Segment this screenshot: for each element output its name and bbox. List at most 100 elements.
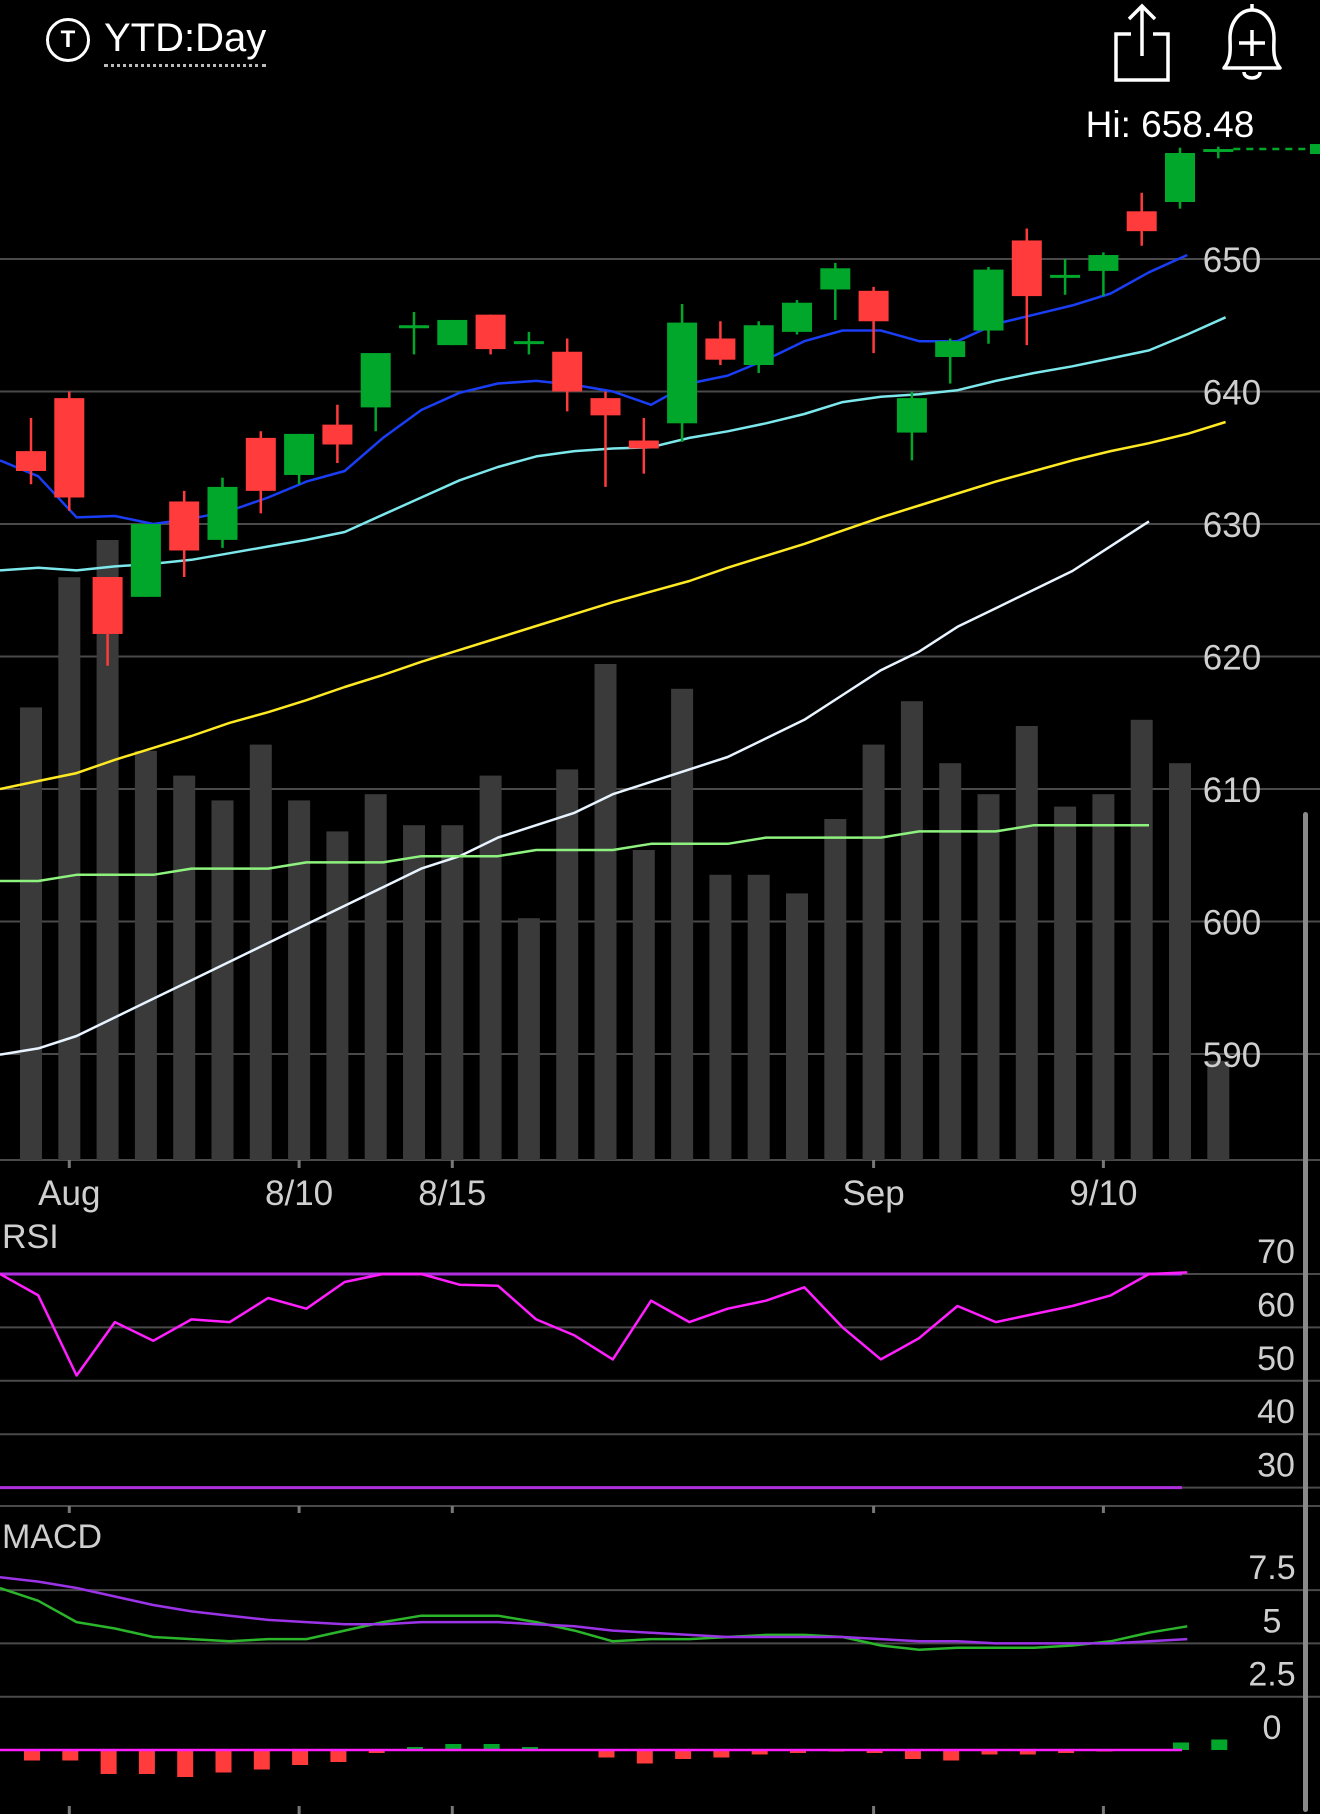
macd-histogram-bar: [138, 1750, 155, 1774]
share-icon[interactable]: [1112, 2, 1172, 82]
macd-tick-label: 5: [1263, 1602, 1282, 1640]
macd-histogram-bar: [598, 1750, 615, 1758]
macd-histogram-bar: [330, 1750, 347, 1762]
candle: [1050, 259, 1081, 295]
date-axis: Aug 8/10 8/15 Sep 9/10: [38, 1160, 1137, 1213]
date-label: Aug: [38, 1174, 100, 1213]
rsi-line: [0, 1271, 1188, 1377]
date-label: 8/10: [265, 1174, 333, 1213]
candle: [16, 418, 46, 485]
candle: [973, 266, 1004, 344]
volume-bar: [173, 775, 196, 1160]
volume-bar: [517, 918, 540, 1160]
volume-bar: [709, 874, 732, 1160]
date-label: 8/15: [418, 1174, 486, 1213]
volume-bar: [900, 701, 923, 1160]
axis-labels: 650 640 630 620 610 600 590 70 60 50 40 30 7.5 5 2.5 0: [1203, 241, 1296, 1747]
candle: [1011, 228, 1042, 346]
macd-panel: MACD: [0, 1518, 1320, 1814]
macd-histogram-bar: [1173, 1742, 1189, 1750]
volume-bar: [1169, 763, 1191, 1160]
volume-bar: [249, 744, 272, 1160]
price-tick-label: 650: [1203, 241, 1261, 280]
rsi-tick-label: 60: [1257, 1286, 1295, 1324]
candle: [1203, 146, 1234, 159]
candle: [896, 391, 927, 461]
candle: [628, 418, 659, 474]
macd-tick-label: 2.5: [1248, 1656, 1295, 1694]
macd-histogram-bar: [24, 1750, 40, 1761]
candle: [437, 319, 468, 346]
candle: [245, 431, 276, 514]
last-price-marker: [1310, 144, 1320, 155]
price-tick-label: 590: [1203, 1036, 1261, 1075]
chart-header: T YTD:Day Hi: 658.48: [0, 0, 1320, 145]
price-tick-label: 600: [1203, 904, 1261, 943]
rsi-tick-label: 40: [1257, 1393, 1295, 1431]
macd-histogram-bar: [636, 1750, 653, 1764]
grid-lines: [0, 258, 1320, 1161]
volume-bar: [364, 794, 387, 1160]
candle: [1165, 147, 1195, 209]
candle: [322, 404, 353, 464]
price-tick-label: 630: [1203, 506, 1261, 545]
candle: [782, 300, 812, 335]
macd-signal-line: [0, 1576, 1188, 1645]
volume-bar: [786, 893, 808, 1160]
macd-title: MACD: [2, 1518, 102, 1556]
price-tick-label: 620: [1203, 639, 1261, 678]
volume-bar: [862, 744, 885, 1160]
ma-slow-line: [0, 420, 1226, 791]
rsi-tick-label: 50: [1257, 1340, 1295, 1378]
candle: [92, 577, 123, 666]
macd-histogram-bar: [62, 1750, 79, 1761]
macd-tick-label: 0: [1263, 1709, 1282, 1747]
candle: [130, 524, 161, 597]
macd-histogram-bar: [215, 1750, 232, 1773]
volume-bar: [403, 825, 425, 1160]
candle: [169, 490, 200, 577]
macd-histogram-bar: [866, 1750, 883, 1753]
candle: [513, 331, 544, 355]
date-label: Sep: [842, 1174, 904, 1213]
volume-bar: [556, 769, 579, 1160]
volume-ma-fast-line: [0, 520, 1150, 1056]
volume-bar: [977, 794, 1000, 1160]
volume-bar: [326, 831, 349, 1160]
volume-bar: [134, 750, 157, 1160]
volume-bar: [632, 850, 655, 1160]
candle: [552, 338, 583, 412]
volume-bar: [1207, 1060, 1230, 1160]
volume-bar: [20, 707, 42, 1160]
macd-histogram-bar: [1058, 1750, 1075, 1753]
macd-histogram-bar: [904, 1750, 921, 1759]
macd-histogram-bar: [100, 1750, 117, 1774]
candle: [1088, 252, 1119, 297]
volume-bar: [479, 775, 502, 1160]
candle: [743, 321, 774, 373]
volume-ma-slow-line: [0, 823, 1149, 883]
rsi-panel: RSI: [0, 1218, 1320, 1513]
price-panel: [0, 144, 1320, 791]
macd-histogram-bar: [943, 1750, 960, 1761]
candle: [705, 321, 736, 365]
macd-histogram-bar: [1019, 1750, 1036, 1755]
candle: [284, 433, 315, 485]
volume-bars: [0, 520, 1230, 1160]
macd-histogram-bar: [253, 1750, 270, 1770]
candle: [667, 304, 698, 442]
range-selector[interactable]: YTD:Day: [104, 14, 267, 67]
volume-bar: [1054, 806, 1077, 1160]
vertical-scrollbar[interactable]: [1303, 812, 1308, 1812]
candle: [858, 286, 889, 354]
add-alert-bell-icon[interactable]: [1214, 0, 1290, 84]
volume-bar: [288, 800, 311, 1160]
candle: [590, 391, 621, 487]
range-type-badge[interactable]: T: [46, 18, 90, 62]
volume-bar: [747, 874, 770, 1160]
rsi-tick-label: 70: [1257, 1233, 1295, 1271]
date-label: 9/10: [1069, 1174, 1137, 1213]
high-price-label: Hi: 658.48: [1085, 104, 1255, 145]
macd-histogram-bar: [751, 1750, 768, 1755]
